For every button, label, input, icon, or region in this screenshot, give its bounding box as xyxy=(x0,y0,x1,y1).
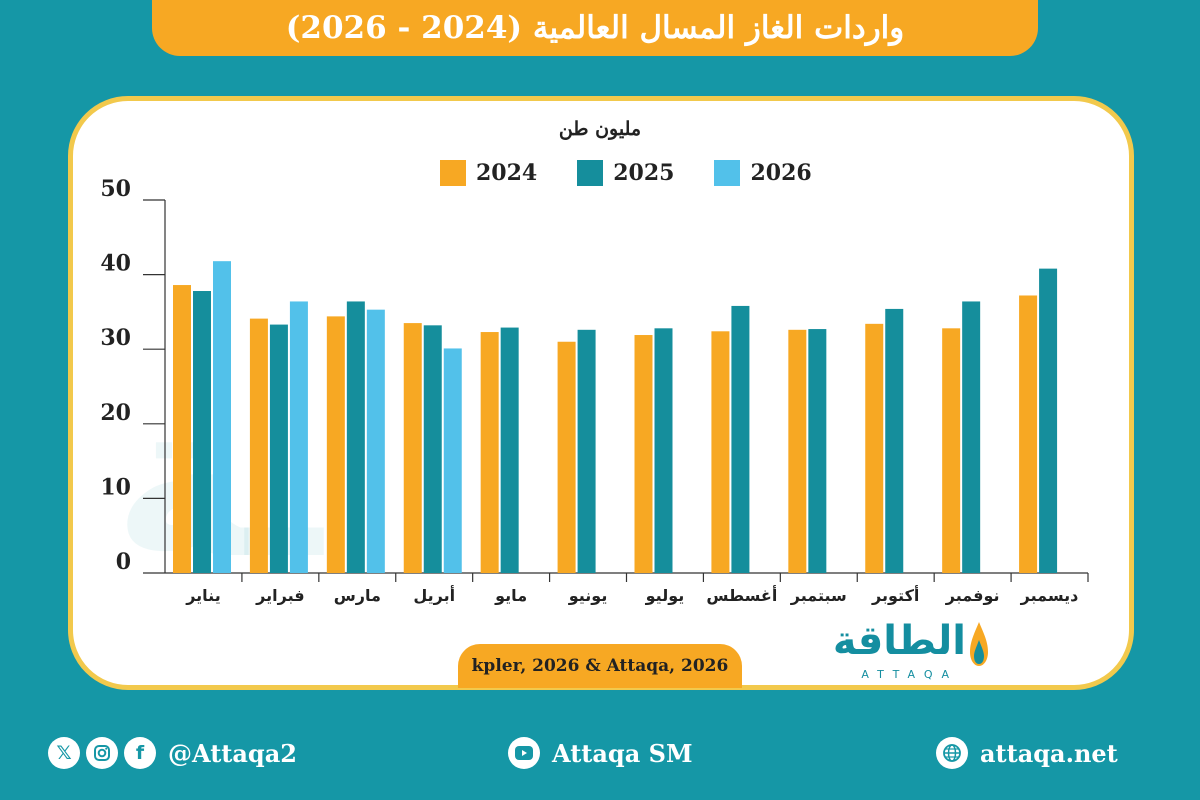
legend-label-2026: 2026 xyxy=(750,160,812,186)
footer-website: attaqa.net xyxy=(936,728,1118,778)
attaqa-logo: الطاقة ATTAQA xyxy=(808,618,988,684)
x-icon[interactable]: 𝕏 xyxy=(48,737,80,769)
x-tick-label: سبتمبر xyxy=(790,586,847,605)
y-tick-label: 0 xyxy=(116,549,131,575)
website-link[interactable]: attaqa.net xyxy=(980,738,1118,768)
y-tick-label: 10 xyxy=(100,474,131,500)
bar-2025 xyxy=(962,301,981,573)
globe-icon[interactable] xyxy=(936,737,968,769)
legend-label-2025: 2025 xyxy=(613,160,675,186)
bar-2024 xyxy=(711,331,730,573)
legend-item-2025: 2025 xyxy=(577,160,674,186)
bar-2025 xyxy=(654,328,673,573)
y-tick-label: 20 xyxy=(100,400,131,426)
flame-drop-icon xyxy=(970,622,988,666)
bar-2026 xyxy=(289,301,308,573)
bar-2025 xyxy=(193,291,211,573)
youtube-icon[interactable] xyxy=(508,737,540,769)
chart-title: واردات الغاز المسال العالمية (2024 - 202… xyxy=(285,10,905,46)
bar-2026 xyxy=(443,348,462,573)
footer-youtube: Attaqa SM xyxy=(508,728,693,778)
bar-2025 xyxy=(500,327,519,573)
bar-2024 xyxy=(942,328,961,573)
y-tick-label: 30 xyxy=(100,325,131,351)
facebook-icon[interactable]: f xyxy=(124,737,156,769)
bar-2024 xyxy=(326,316,345,573)
logo-latin: ATTAQA xyxy=(861,668,958,681)
bar-2026 xyxy=(366,309,385,573)
y-axis-unit: مليون طن xyxy=(558,118,642,140)
x-tick-label: يناير xyxy=(185,586,221,605)
chart-legend: 2024 2025 2026 xyxy=(440,160,812,186)
y-tick-label: 40 xyxy=(100,251,131,277)
bar-2024 xyxy=(249,318,268,573)
bar-2025 xyxy=(346,301,365,573)
x-tick-label: نوفمبر xyxy=(945,586,1000,605)
source-label: kpler, 2026 & Attaqa, 2026 xyxy=(458,644,742,688)
instagram-icon[interactable] xyxy=(86,737,118,769)
bar-2024 xyxy=(788,329,807,573)
bar-2024 xyxy=(480,332,499,573)
bar-2024 xyxy=(1019,295,1038,573)
x-tick-label: أغسطس xyxy=(706,585,777,605)
x-tick-label: مارس xyxy=(334,586,381,605)
x-tick-label: ديسمبر xyxy=(1020,586,1079,605)
legend-swatch-2024 xyxy=(440,160,466,186)
bar-2024 xyxy=(403,323,422,573)
x-tick-label: أبريل xyxy=(413,585,455,605)
youtube-channel[interactable]: Attaqa SM xyxy=(552,738,693,768)
bar-2024 xyxy=(865,323,884,573)
logo-arabic: الطاقة xyxy=(832,618,966,664)
bar-2024 xyxy=(557,341,576,573)
bar-2025 xyxy=(885,308,904,573)
bar-2025 xyxy=(269,324,288,573)
y-tick-label: 50 xyxy=(100,176,131,202)
legend-swatch-2026 xyxy=(714,160,741,186)
bar-2024 xyxy=(634,335,653,573)
legend-label-2024: 2024 xyxy=(476,160,538,186)
legend-item-2026: 2026 xyxy=(714,160,812,186)
bar-2025 xyxy=(808,329,827,573)
title-bar: واردات الغاز المسال العالمية (2024 - 202… xyxy=(152,0,1038,56)
bar-2025 xyxy=(423,325,442,573)
x-tick-label: فبراير xyxy=(255,586,304,605)
social-handle[interactable]: @Attaqa2 xyxy=(168,738,297,768)
bar-2026 xyxy=(213,261,231,573)
x-tick-label: مايو xyxy=(494,586,527,605)
legend-swatch-2025 xyxy=(577,160,604,186)
x-tick-label: يوليو xyxy=(645,586,685,605)
legend-item-2024: 2024 xyxy=(440,160,537,186)
bar-2025 xyxy=(731,305,750,573)
bar-2024 xyxy=(173,285,191,573)
bar-2025 xyxy=(577,329,596,573)
x-tick-label: يونيو xyxy=(568,586,608,605)
footer-social: 𝕏 f @Attaqa2 xyxy=(48,728,297,778)
x-tick-label: أكتوبر xyxy=(871,585,919,605)
bar-2025 xyxy=(1039,268,1058,573)
